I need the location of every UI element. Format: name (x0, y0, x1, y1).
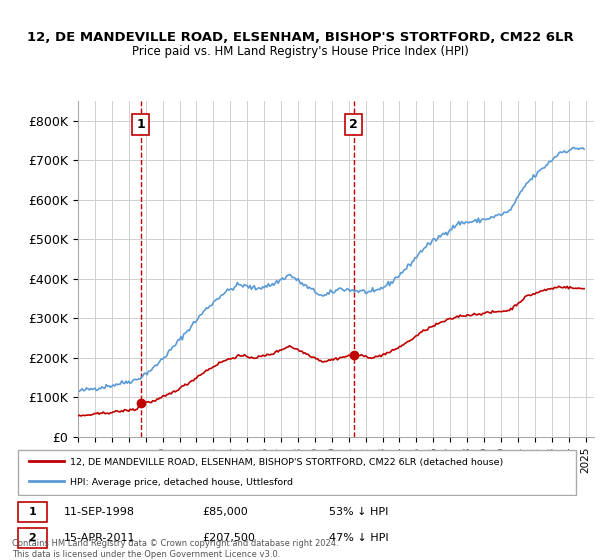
Text: £85,000: £85,000 (202, 507, 248, 517)
Text: 2: 2 (28, 533, 36, 543)
Text: 53% ↓ HPI: 53% ↓ HPI (329, 507, 388, 517)
Text: 1: 1 (28, 507, 36, 517)
FancyBboxPatch shape (18, 528, 47, 548)
Text: 1: 1 (136, 118, 145, 131)
Text: Price paid vs. HM Land Registry's House Price Index (HPI): Price paid vs. HM Land Registry's House … (131, 45, 469, 58)
Text: 15-APR-2011: 15-APR-2011 (64, 533, 136, 543)
Text: 2: 2 (349, 118, 358, 131)
Text: £207,500: £207,500 (202, 533, 255, 543)
Text: 11-SEP-1998: 11-SEP-1998 (64, 507, 135, 517)
Text: 12, DE MANDEVILLE ROAD, ELSENHAM, BISHOP'S STORTFORD, CM22 6LR: 12, DE MANDEVILLE ROAD, ELSENHAM, BISHOP… (26, 31, 574, 44)
Text: Contains HM Land Registry data © Crown copyright and database right 2024.
This d: Contains HM Land Registry data © Crown c… (12, 539, 338, 559)
FancyBboxPatch shape (18, 450, 577, 494)
FancyBboxPatch shape (18, 502, 47, 522)
Text: 12, DE MANDEVILLE ROAD, ELSENHAM, BISHOP'S STORTFORD, CM22 6LR (detached house): 12, DE MANDEVILLE ROAD, ELSENHAM, BISHOP… (70, 458, 503, 467)
Text: 47% ↓ HPI: 47% ↓ HPI (329, 533, 388, 543)
Text: HPI: Average price, detached house, Uttlesford: HPI: Average price, detached house, Uttl… (70, 478, 293, 487)
